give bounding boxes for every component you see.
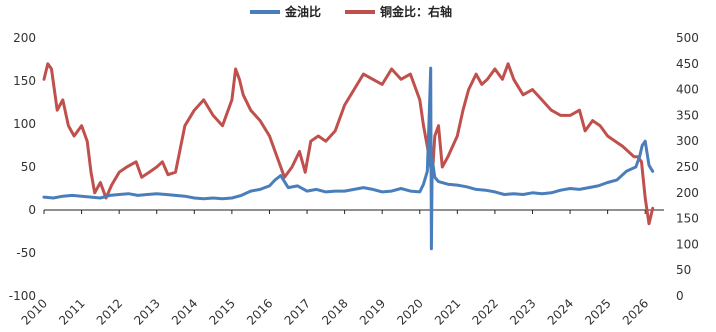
x-tick-label: 2015 — [207, 296, 238, 327]
x-tick-label: 2019 — [357, 296, 388, 327]
x-tick-label: 2026 — [620, 296, 651, 327]
x-tick-label: 2012 — [94, 296, 125, 327]
y-right-tick-label: 350 — [676, 108, 699, 122]
y-left-axis: 200 150 100 50 0 -50 -100 — [9, 31, 36, 303]
y-right-tick-label: 200 — [676, 186, 699, 200]
y-right-tick-label: 250 — [676, 160, 699, 174]
y-left-tick-label: 50 — [21, 160, 36, 174]
y-left-tick-label: 150 — [13, 74, 36, 88]
series-line-gold-oil — [42, 66, 655, 251]
legend-label-copper-gold: 铜金比：右轴 — [380, 4, 452, 19]
y-right-tick-label: 100 — [676, 237, 699, 251]
y-right-tick-label: 150 — [676, 212, 699, 226]
y-right-tick-label: 450 — [676, 57, 699, 71]
legend: 金油比 铜金比：右轴 — [250, 4, 452, 19]
y-right-tick-label: 300 — [676, 134, 699, 148]
y-left-tick-label: 100 — [13, 117, 36, 131]
x-tick-label: 2016 — [244, 296, 275, 327]
x-tick-label: 2013 — [131, 296, 162, 327]
series-layer — [42, 62, 655, 251]
x-tick-label: 2020 — [394, 296, 425, 327]
y-left-tick-label: 0 — [28, 203, 36, 217]
y-right-tick-label: 0 — [676, 289, 684, 303]
x-tick-label: 2023 — [507, 296, 538, 327]
x-tick-label: 2017 — [282, 296, 313, 327]
x-tick-label: 2024 — [545, 296, 576, 327]
x-tick-label: 2014 — [169, 296, 200, 327]
x-axis: 2010 2011 2012 2013 2014 2015 2016 2017 2018 2019… — [19, 210, 651, 328]
y-right-tick-label: 400 — [676, 83, 699, 97]
series-line-copper-gold — [42, 62, 655, 226]
x-tick-label: 2021 — [432, 296, 463, 327]
x-tick-label: 2025 — [582, 296, 613, 327]
x-tick-label: 2018 — [319, 296, 350, 327]
x-tick-label: 2011 — [56, 296, 87, 327]
y-left-tick-label: -100 — [9, 289, 36, 303]
y-left-tick-label: 200 — [13, 31, 36, 45]
y-right-tick-label: 50 — [676, 263, 691, 277]
x-tick-label: 2022 — [470, 296, 501, 327]
legend-label-gold-oil: 金油比 — [284, 4, 321, 19]
y-left-tick-label: -50 — [16, 246, 36, 260]
y-right-tick-label: 500 — [676, 31, 699, 45]
